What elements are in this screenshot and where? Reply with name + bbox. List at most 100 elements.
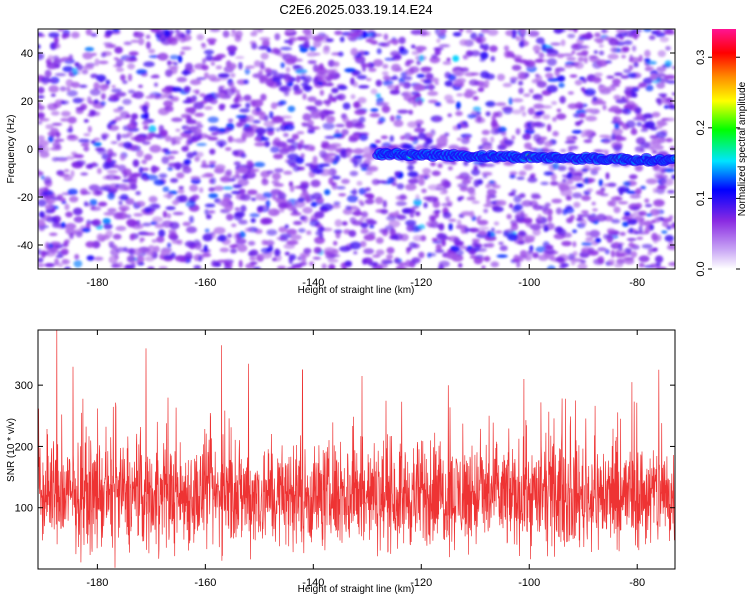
heatmap-cell (104, 44, 116, 49)
heatmap-cell (671, 174, 675, 180)
heatmap-cell (269, 209, 274, 214)
heatmap-cell (158, 229, 166, 238)
heatmap-cell (650, 72, 658, 81)
heatmap-cell (390, 115, 395, 122)
heatmap-cell (333, 133, 343, 138)
heatmap-cell (214, 164, 226, 171)
heatmap-cell (105, 29, 114, 36)
heatmap-cell (38, 211, 45, 218)
heatmap-cell (90, 109, 96, 116)
heatmap-cell (414, 127, 423, 132)
heatmap-cell (475, 247, 487, 252)
heatmap-cell (208, 41, 216, 46)
heatmap-cell (441, 239, 446, 247)
heatmap-cell (342, 266, 347, 269)
heatmap-cell (547, 208, 553, 216)
heatmap-cell (366, 165, 379, 172)
heatmap-cell (270, 102, 278, 110)
heatmap-cell (252, 29, 261, 33)
heatmap-cell (66, 90, 78, 97)
heatmap-cell (418, 132, 427, 140)
heatmap-cell (407, 97, 417, 105)
heatmap-cell (273, 153, 284, 160)
heatmap-cell (655, 72, 666, 78)
heatmap-cell (288, 39, 294, 46)
x-tick-label: -120 (410, 277, 432, 289)
heatmap-cell (210, 61, 215, 66)
heatmap-cell (666, 80, 675, 84)
heatmap-cell (626, 190, 637, 194)
heatmap-cell (571, 175, 583, 182)
heatmap-cell (295, 75, 301, 83)
heatmap-cell (55, 131, 61, 139)
heatmap-cell (481, 141, 493, 148)
heatmap-cell (255, 127, 267, 135)
heatmap-cell (237, 244, 248, 253)
heatmap-cell (394, 67, 403, 72)
heatmap-cell (416, 73, 426, 79)
heatmap-cell (344, 260, 353, 267)
heatmap-cell (397, 262, 407, 266)
heatmap-cell (572, 241, 577, 248)
heatmap-cell (95, 190, 102, 195)
heatmap-cell (38, 135, 45, 141)
heatmap-cell (593, 50, 598, 54)
heatmap-cell (515, 219, 528, 224)
heatmap-cell (513, 203, 524, 211)
heatmap-cell (119, 153, 126, 161)
heatmap-cell (272, 172, 281, 181)
heatmap-cell (629, 194, 641, 199)
heatmap-cell (165, 109, 174, 112)
heatmap-cell (38, 111, 45, 120)
heatmap-cell (107, 208, 117, 213)
heatmap-cell (444, 94, 454, 102)
heatmap-cell (387, 177, 395, 184)
heatmap-cell (307, 60, 317, 65)
heatmap-cell (319, 89, 325, 96)
heatmap-cell (301, 123, 311, 128)
heatmap-cell (86, 255, 95, 261)
heatmap-cell (113, 108, 123, 113)
heatmap-cell (638, 210, 647, 216)
spectrogram-panel: -180 -160 -140 -120 -100 -80 -40 -20 0 20 40 Heig… (6, 28, 676, 296)
chart-title: C2E6.2025.033.19.14.E24 (279, 2, 432, 17)
heatmap-cell (348, 137, 359, 143)
heatmap-cell (397, 109, 409, 114)
heatmap-cell (418, 224, 426, 230)
heatmap-cell (176, 172, 185, 179)
heatmap-cell (586, 188, 593, 192)
heatmap-cell (400, 71, 407, 78)
heatmap-cell (636, 121, 642, 127)
heatmap-cell (454, 240, 464, 246)
heatmap-cell (115, 92, 127, 97)
x-tick-label: -120 (410, 577, 432, 589)
heatmap-cell (243, 131, 255, 138)
heatmap-cell (626, 237, 637, 241)
heatmap-cell (506, 213, 512, 220)
heatmap-cell (557, 165, 567, 172)
heatmap-cell (96, 233, 104, 242)
heatmap-cell (128, 57, 138, 62)
heatmap-cell (122, 80, 128, 84)
heatmap-cell (38, 32, 44, 37)
heatmap-cell (573, 43, 579, 49)
heatmap-cell (252, 119, 261, 124)
heatmap-cell (249, 249, 259, 257)
heatmap-cell (196, 123, 204, 129)
heatmap-cell (538, 52, 545, 59)
heatmap-cell (60, 118, 69, 122)
heatmap-cell (566, 172, 573, 179)
heatmap-cell (535, 111, 543, 116)
heatmap-cell (143, 61, 155, 68)
heatmap-cell (381, 105, 391, 113)
heatmap-cell (418, 251, 425, 259)
heatmap-cell (91, 162, 97, 167)
heatmap-cell (566, 57, 577, 61)
heatmap-cell (409, 66, 420, 74)
heatmap-cell (144, 206, 152, 214)
heatmap-cell (438, 260, 450, 268)
heatmap-cell (555, 207, 563, 215)
heatmap-cell (536, 80, 547, 88)
heatmap-cell (181, 145, 189, 152)
heatmap-cell (577, 214, 584, 218)
